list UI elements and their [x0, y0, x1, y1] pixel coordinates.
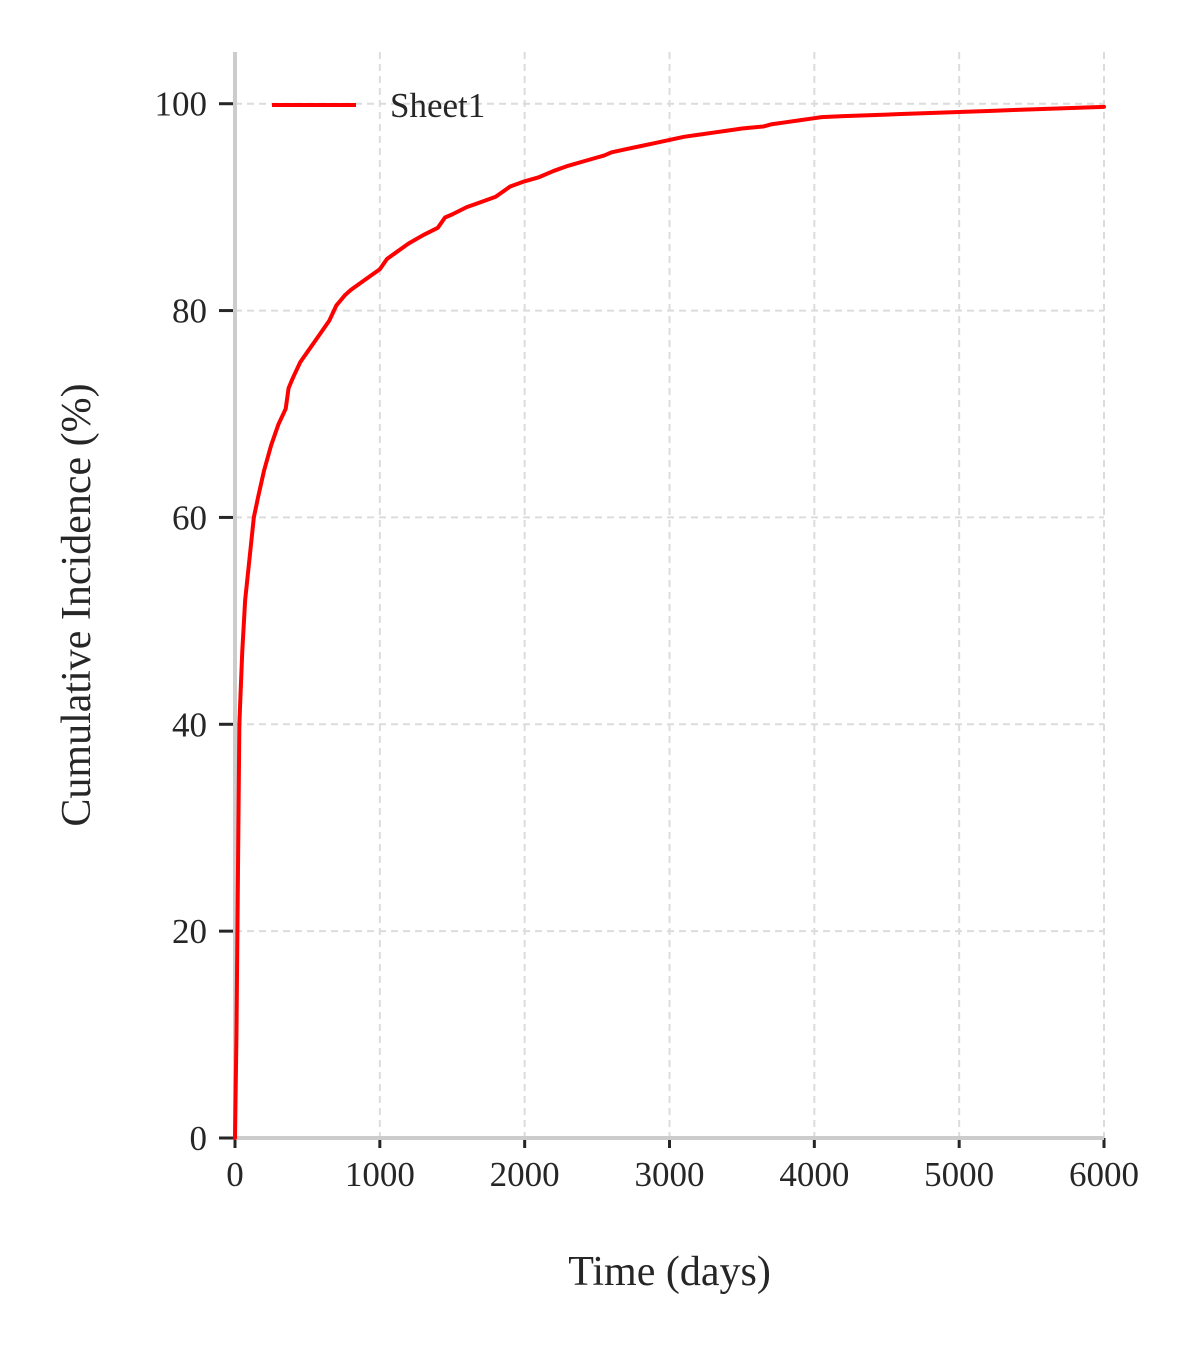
x-tick-label: 4000 — [779, 1155, 849, 1194]
grid — [235, 52, 1105, 1138]
y-tick-label: 100 — [155, 85, 208, 124]
x-tick-label: 6000 — [1069, 1155, 1139, 1194]
y-tick-label: 20 — [172, 912, 207, 951]
x-axis-title: Time (days) — [568, 1249, 771, 1295]
y-tick-label: 60 — [172, 498, 207, 537]
y-tick-label: 40 — [172, 705, 207, 744]
y-tick-label: 0 — [190, 1119, 208, 1158]
x-tick-label: 1000 — [345, 1155, 415, 1194]
y-tick-label: 80 — [172, 292, 207, 331]
x-tick-label: 0 — [226, 1155, 244, 1194]
series-line-sheet1 — [233, 104, 1106, 1140]
y-axis-title: Cumulative Incidence (%) — [54, 383, 100, 826]
legend: Sheet1 — [272, 86, 485, 125]
x-tick-label: 2000 — [490, 1155, 560, 1194]
x-tick-label: 3000 — [635, 1155, 705, 1194]
series — [233, 104, 1106, 1140]
legend-label: Sheet1 — [390, 86, 485, 125]
axes: 0 1000 2000 3000 4000 5000 6000 0 20 40 60 80 100 — [155, 52, 1139, 1194]
x-tick-label: 5000 — [924, 1155, 994, 1194]
